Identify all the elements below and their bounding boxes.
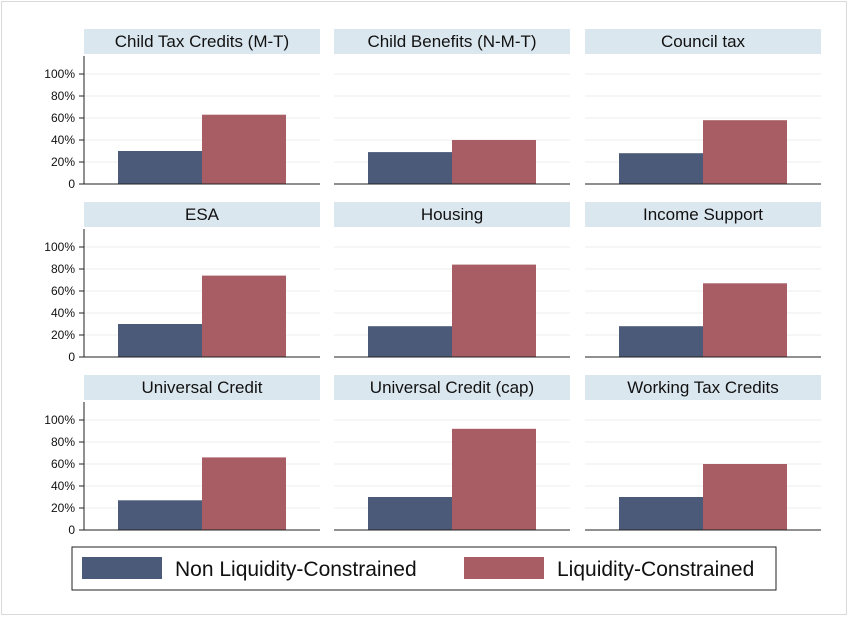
y-tick-label: 60%	[51, 111, 75, 125]
bar-non-liquidity-constrained	[118, 324, 202, 357]
legend-label: Liquidity-Constrained	[557, 558, 754, 581]
y-tick-label: 80%	[51, 262, 75, 276]
panel-title: Universal Credit	[142, 378, 263, 397]
panel-title-strip	[585, 29, 821, 54]
panel-title: Child Tax Credits (M-T)	[115, 32, 289, 51]
panel-title-strip	[334, 375, 570, 400]
bar-non-liquidity-constrained	[368, 326, 452, 357]
y-tick-label: 40%	[51, 133, 75, 147]
bar-liquidity-constrained	[703, 464, 787, 530]
panel-title: Housing	[421, 205, 483, 224]
bar-liquidity-constrained	[202, 457, 286, 530]
y-tick-label: 60%	[51, 284, 75, 298]
panel-title: ESA	[185, 205, 220, 224]
bar-liquidity-constrained	[202, 275, 286, 357]
bar-liquidity-constrained	[703, 283, 787, 357]
bar-liquidity-constrained	[452, 428, 536, 530]
panel-title: Child Benefits (N-M-T)	[367, 32, 536, 51]
y-tick-label: 20%	[51, 328, 75, 342]
bar-non-liquidity-constrained	[619, 497, 703, 530]
y-tick-label: 0	[68, 177, 75, 191]
y-tick-label: 80%	[51, 435, 75, 449]
bar-non-liquidity-constrained	[368, 152, 452, 184]
y-tick-label: 40%	[51, 306, 75, 320]
bar-liquidity-constrained	[452, 264, 536, 357]
y-tick-label: 80%	[51, 89, 75, 103]
panel-title-strip	[334, 29, 570, 54]
panel-title-strip	[585, 375, 821, 400]
panel-title-strip	[84, 29, 320, 54]
panel-title: Income Support	[643, 205, 763, 224]
bar-liquidity-constrained	[452, 140, 536, 184]
panel-title-strip	[84, 202, 320, 227]
legend-swatch	[82, 557, 162, 579]
legend-swatch	[464, 557, 544, 579]
panel-title: Council tax	[661, 32, 746, 51]
bar-non-liquidity-constrained	[619, 153, 703, 184]
bar-non-liquidity-constrained	[118, 500, 202, 530]
y-tick-label: 100%	[44, 67, 75, 81]
bar-liquidity-constrained	[703, 120, 787, 184]
panel-title-strip	[585, 202, 821, 227]
y-tick-label: 100%	[44, 240, 75, 254]
bar-non-liquidity-constrained	[619, 326, 703, 357]
y-tick-label: 60%	[51, 457, 75, 471]
y-tick-label: 0	[68, 523, 75, 537]
y-tick-label: 100%	[44, 413, 75, 427]
bar-liquidity-constrained	[202, 114, 286, 184]
y-tick-label: 40%	[51, 479, 75, 493]
y-tick-label: 20%	[51, 155, 75, 169]
y-tick-label: 0	[68, 350, 75, 364]
panel-title: Universal Credit (cap)	[370, 378, 534, 397]
bar-non-liquidity-constrained	[368, 497, 452, 530]
legend-box	[71, 546, 777, 591]
y-tick-label: 20%	[51, 501, 75, 515]
panel-title-strip	[84, 375, 320, 400]
bar-non-liquidity-constrained	[118, 151, 202, 184]
legend-label: Non Liquidity-Constrained	[175, 558, 417, 581]
panel-title: Working Tax Credits	[627, 378, 778, 397]
panel-title-strip	[334, 202, 570, 227]
